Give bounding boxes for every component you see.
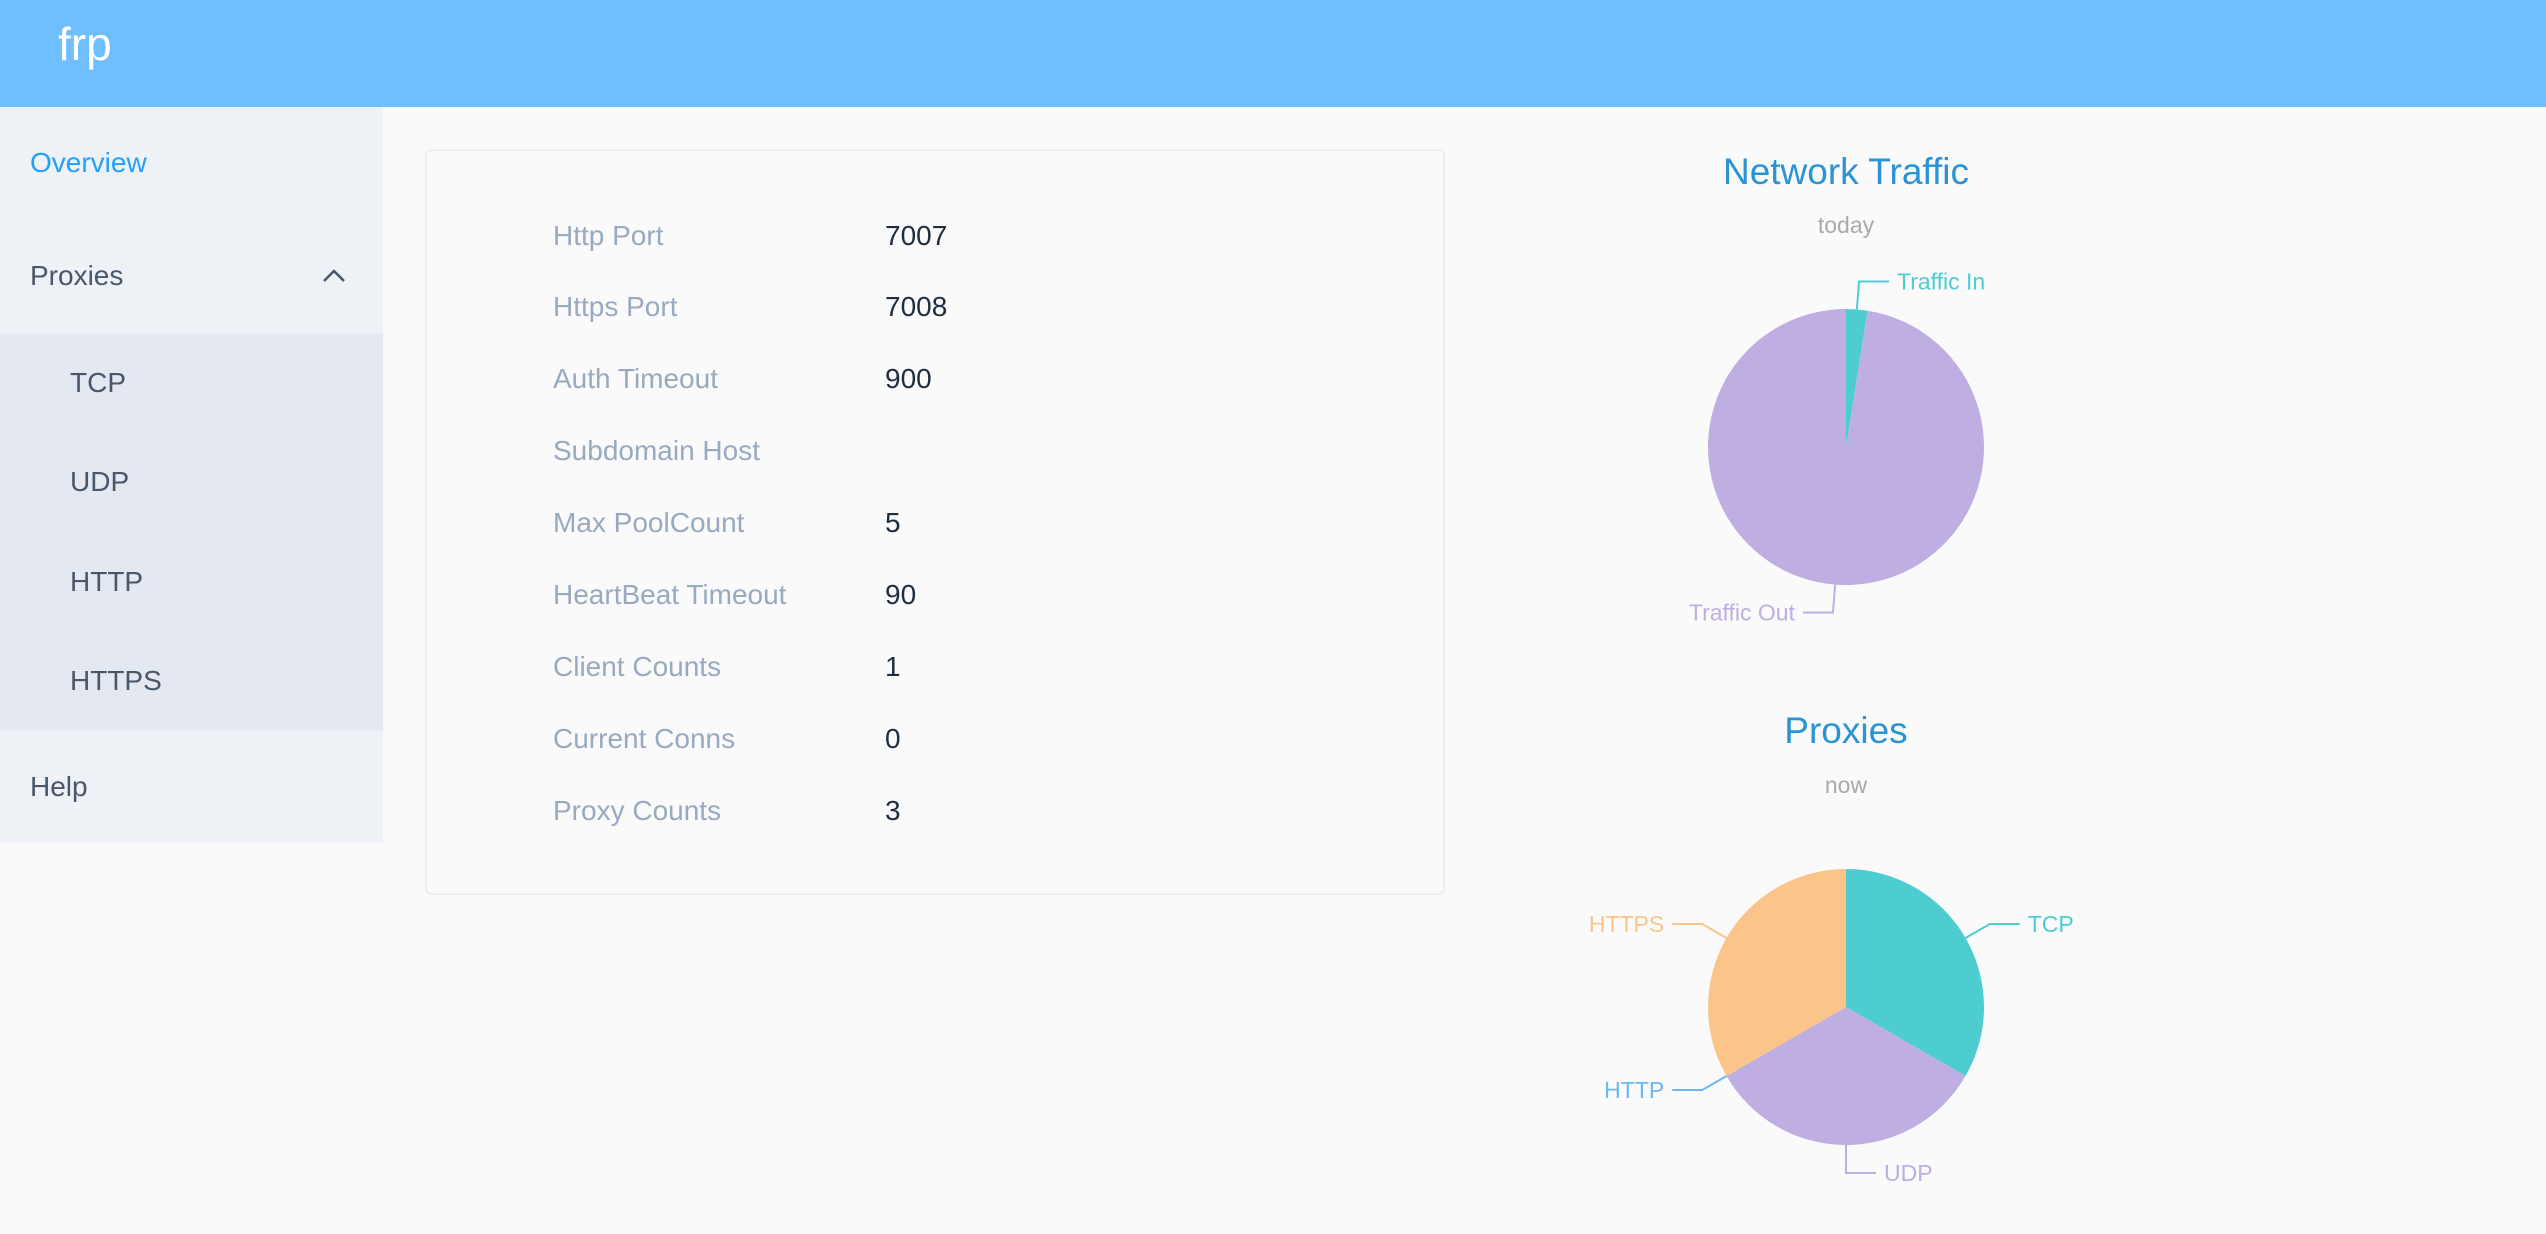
label-line-udp <box>1845 1145 1876 1174</box>
info-row-https-port: Https Port 7008 <box>427 282 1443 332</box>
sidebar-item-http[interactable]: HTTP <box>70 565 144 597</box>
charts-panel: Network Traffic today Proxies now Traffi… <box>1446 107 2246 1234</box>
sidebar-item-udp[interactable]: UDP <box>70 466 130 498</box>
slice-label-https: HTTPS <box>1589 911 1664 937</box>
slice-label-traffic-in: Traffic In <box>1897 269 1985 295</box>
info-row-subdomain-host: Subdomain Host <box>427 426 1443 476</box>
info-label: Http Port <box>553 220 664 251</box>
info-row-max-poolcount: Max PoolCount 5 <box>427 498 1443 548</box>
info-label: Current Conns <box>553 723 736 754</box>
info-label: Max PoolCount <box>553 507 745 538</box>
info-row-proxy-counts: Proxy Counts 3 <box>427 786 1443 836</box>
info-label: Proxy Counts <box>553 795 722 826</box>
proxies-chart-subtitle: now <box>1824 772 1868 798</box>
pie-charts: Traffic In Traffic Out TCP UDP HTTP HTTPS <box>1589 269 2074 1186</box>
traffic-chart-title: Network Traffic <box>1722 151 1970 192</box>
slice-label-traffic-out: Traffic Out <box>1689 599 1796 625</box>
info-label: Auth Timeout <box>553 363 718 394</box>
sidebar: Overview Proxies TCP UDP HTTP HTTPS Help <box>0 107 383 843</box>
info-value: 5 <box>885 507 901 538</box>
info-row-http-port: Http Port 7007 <box>427 211 1443 261</box>
label-line-https <box>1672 923 1727 939</box>
sidebar-item-label: Proxies <box>30 260 124 291</box>
label-line-http <box>1672 1075 1727 1091</box>
sidebar-item-tcp[interactable]: TCP <box>70 366 126 398</box>
chevron-up-icon[interactable] <box>321 263 347 289</box>
info-label: Https Port <box>553 291 678 322</box>
label-line-traffic-out <box>1802 584 1837 614</box>
server-info-card: Http Port 7007 Https Port 7008 Auth Timeou… <box>425 149 1445 895</box>
traffic-chart-subtitle: today <box>1817 212 1875 238</box>
sidebar-item-help[interactable]: Help <box>30 771 88 802</box>
info-value: 90 <box>885 579 917 610</box>
info-label: Client Counts <box>553 651 722 682</box>
info-row-current-conns: Current Conns 0 <box>427 714 1443 764</box>
pie-slice-traffic-out[interactable] <box>1708 309 1984 585</box>
slice-label-udp: UDP <box>1884 1160 1933 1186</box>
label-line-traffic-in <box>1855 280 1890 310</box>
info-value: 900 <box>885 363 932 394</box>
slice-label-http: HTTP <box>1604 1077 1664 1103</box>
pie-slice-tcp[interactable] <box>1846 868 1985 1076</box>
info-row-heartbeat-timeout: HeartBeat Timeout 90 <box>427 570 1443 620</box>
info-value: 1 <box>885 651 901 682</box>
slice-label-tcp: TCP <box>2028 911 2074 937</box>
info-value: 7008 <box>885 291 948 322</box>
pie-slice-udp[interactable] <box>1726 1007 1966 1146</box>
sidebar-item-proxies[interactable]: Proxies <box>0 220 383 332</box>
label-line-tcp <box>1965 923 2020 939</box>
info-value: 7007 <box>885 220 948 251</box>
sidebar-item-https[interactable]: HTTPS <box>70 665 162 697</box>
pie-slice-traffic-in[interactable] <box>1846 309 1868 447</box>
info-label: Subdomain Host <box>553 435 761 466</box>
pie-slice-https[interactable] <box>1708 868 1846 1076</box>
sidebar-item-overview[interactable]: Overview <box>30 147 147 178</box>
info-label: HeartBeat Timeout <box>553 579 787 610</box>
proxies-submenu: TCP UDP HTTP HTTPS <box>0 333 383 731</box>
info-row-client-counts: Client Counts 1 <box>427 642 1443 692</box>
info-value: 3 <box>885 795 901 826</box>
info-value: 0 <box>885 723 901 754</box>
proxies-chart-title: Proxies <box>1784 710 1908 751</box>
info-row-auth-timeout: Auth Timeout 900 <box>427 354 1443 404</box>
app-logo[interactable]: frp <box>58 18 112 70</box>
top-header: frp <box>0 0 2546 107</box>
